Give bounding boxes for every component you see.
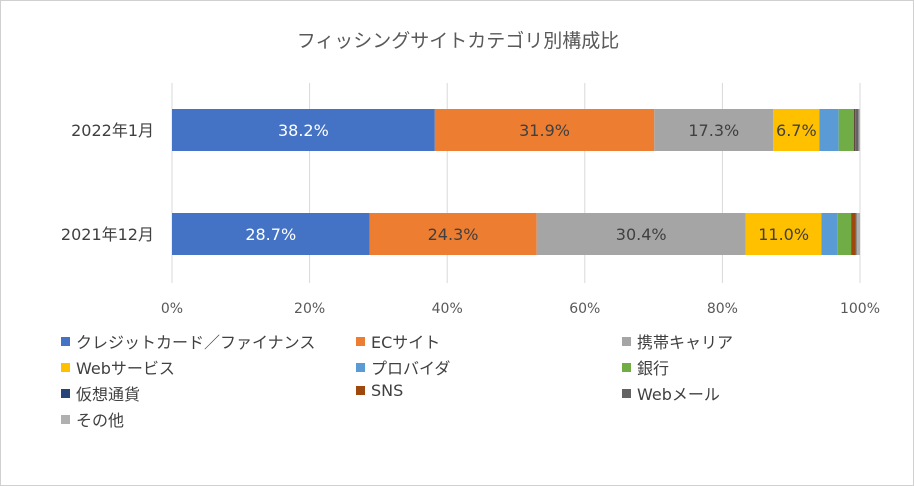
legend-label: 携帯キャリア bbox=[637, 333, 734, 352]
legend-item: 携帯キャリア bbox=[622, 329, 733, 353]
x-tick-label: 60% bbox=[569, 301, 600, 317]
x-tick-label: 20% bbox=[294, 301, 325, 317]
bar-segment bbox=[819, 109, 839, 151]
data-label: 31.9% bbox=[519, 121, 570, 140]
legend-swatch bbox=[622, 336, 631, 346]
legend-swatch bbox=[622, 362, 631, 372]
legend-label: プロバイダ bbox=[371, 359, 451, 378]
legend-item: SNS bbox=[356, 381, 403, 400]
bar-segment bbox=[853, 109, 855, 151]
legend-item: Webサービス bbox=[61, 355, 175, 379]
legend-item: 仮想通貨 bbox=[61, 381, 140, 405]
chart-title: フィッシングサイトカテゴリ別構成比 bbox=[297, 30, 620, 52]
bar-segment bbox=[855, 109, 859, 151]
bar-segment bbox=[855, 213, 857, 255]
bar-segment bbox=[536, 213, 746, 255]
bar-segment bbox=[821, 213, 838, 255]
legend-item: クレジットカード／ファイナンス bbox=[61, 329, 315, 353]
bar-segment bbox=[773, 109, 820, 151]
bar-segment bbox=[851, 213, 852, 255]
data-label: 24.3% bbox=[428, 225, 479, 244]
x-tick-label: 100% bbox=[840, 301, 880, 317]
x-tick-label: 80% bbox=[707, 301, 738, 317]
legend-item: プロバイダ bbox=[356, 355, 450, 379]
legend-swatch bbox=[61, 388, 70, 398]
legend-item: その他 bbox=[61, 407, 124, 431]
bar-segment bbox=[851, 213, 856, 255]
bar-segment bbox=[172, 213, 370, 255]
data-label: 17.3% bbox=[688, 121, 739, 140]
bar-segment bbox=[858, 109, 860, 151]
data-label: 11.0% bbox=[758, 225, 809, 244]
bar-segment bbox=[654, 109, 774, 151]
legend-swatch bbox=[356, 362, 365, 372]
legend-swatch bbox=[622, 388, 631, 398]
bar-segment bbox=[369, 213, 537, 255]
legend-swatch bbox=[61, 414, 70, 424]
legend-label: 銀行 bbox=[637, 359, 670, 378]
bar-segment bbox=[854, 109, 856, 151]
data-label: 6.7% bbox=[776, 121, 817, 140]
legend-item: ECサイト bbox=[356, 329, 440, 353]
legend-label: Webサービス bbox=[76, 359, 175, 378]
x-tick-label: 0% bbox=[161, 301, 183, 317]
category-label: 2022年1月 bbox=[71, 121, 154, 140]
bar-segment bbox=[745, 213, 822, 255]
legend-label: その他 bbox=[76, 411, 125, 430]
bar-segment bbox=[838, 109, 854, 151]
data-label: 38.2% bbox=[278, 121, 329, 140]
legend-item: Webメール bbox=[622, 381, 720, 405]
legend-swatch bbox=[61, 336, 70, 346]
category-label: 2021年12月 bbox=[61, 225, 154, 244]
bar-segment bbox=[837, 213, 852, 255]
legend-item: 銀行 bbox=[622, 355, 669, 379]
legend-swatch bbox=[356, 336, 365, 346]
bar-segment bbox=[434, 109, 655, 151]
chart-plot: フィッシングサイトカテゴリ別構成比 38.2% 31.9% 17.3% 6.7% 28.… bbox=[61, 30, 880, 317]
legend-label: SNS bbox=[371, 381, 404, 400]
data-label: 30.4% bbox=[616, 225, 667, 244]
x-tick-label: 40% bbox=[432, 301, 463, 317]
legend-swatch bbox=[356, 386, 365, 395]
data-label: 28.7% bbox=[245, 225, 296, 244]
legend-label: 仮想通貨 bbox=[76, 385, 141, 404]
bar-segment bbox=[856, 213, 860, 255]
bar-segment bbox=[172, 109, 435, 151]
legend-label: Webメール bbox=[637, 385, 720, 404]
legend-swatch bbox=[61, 362, 70, 372]
legend-label: ECサイト bbox=[371, 333, 441, 352]
legend-label: クレジットカード／ファイナンス bbox=[76, 333, 316, 352]
